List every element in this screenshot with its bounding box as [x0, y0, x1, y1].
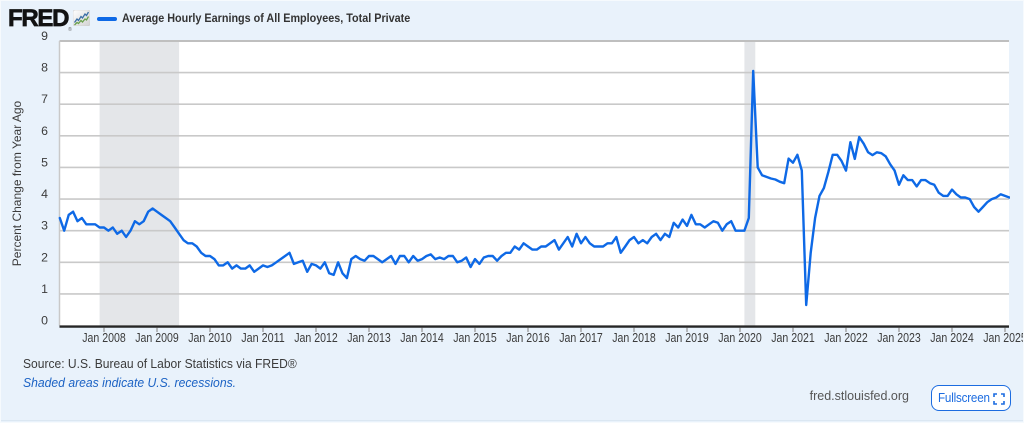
svg-text:Percent Change from Year Ago: Percent Change from Year Ago	[10, 100, 24, 266]
svg-text:Jan 2021: Jan 2021	[771, 331, 815, 345]
svg-text:Jan 2009: Jan 2009	[135, 331, 179, 345]
svg-text:4: 4	[41, 187, 48, 201]
svg-text:Jan 2010: Jan 2010	[188, 331, 232, 345]
svg-text:Jan 2011: Jan 2011	[241, 331, 285, 345]
svg-text:Jan 2017: Jan 2017	[559, 331, 603, 345]
svg-text:Jan 2019: Jan 2019	[665, 331, 709, 345]
svg-text:7: 7	[41, 92, 48, 106]
svg-text:1: 1	[41, 282, 48, 296]
svg-text:3: 3	[41, 219, 48, 233]
svg-text:0: 0	[41, 314, 48, 328]
svg-text:Jan 2025: Jan 2025	[983, 331, 1024, 345]
svg-text:Jan 2013: Jan 2013	[347, 331, 391, 345]
svg-text:2: 2	[41, 250, 48, 264]
svg-text:5: 5	[41, 155, 48, 169]
svg-text:Jan 2015: Jan 2015	[453, 331, 497, 345]
svg-text:Jan 2020: Jan 2020	[718, 331, 762, 345]
svg-text:8: 8	[41, 61, 48, 75]
svg-text:9: 9	[41, 29, 48, 43]
svg-text:Jan 2018: Jan 2018	[612, 331, 656, 345]
svg-text:Jan 2008: Jan 2008	[82, 331, 126, 345]
svg-text:Jan 2023: Jan 2023	[877, 331, 921, 345]
svg-text:Jan 2024: Jan 2024	[930, 331, 974, 345]
svg-text:Jan 2012: Jan 2012	[294, 331, 338, 345]
svg-text:Jan 2016: Jan 2016	[506, 331, 550, 345]
svg-text:6: 6	[41, 124, 48, 138]
svg-text:Jan 2022: Jan 2022	[824, 331, 868, 345]
svg-text:Jan 2014: Jan 2014	[400, 331, 444, 345]
